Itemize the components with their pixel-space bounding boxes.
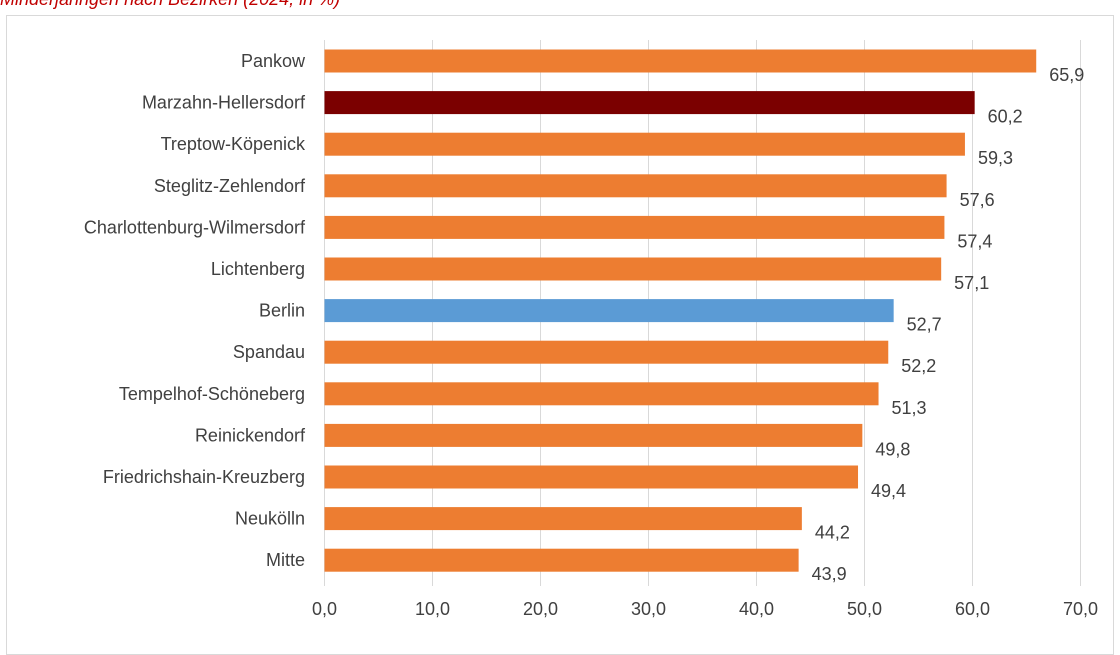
data-label: 51,3 — [892, 398, 927, 418]
category-label: Marzahn-Hellersdorf — [142, 93, 306, 113]
x-tick-label: 20,0 — [523, 599, 558, 619]
x-axis-tick-labels: 0,0 10,0 20,0 30,0 40,0 50,0 60,0 70,0 — [312, 599, 1098, 619]
x-tick-label: 40,0 — [739, 599, 774, 619]
x-tick-label: 0,0 — [312, 599, 337, 619]
bar — [324, 548, 799, 572]
bar — [324, 382, 879, 406]
x-tick-label: 60,0 — [955, 599, 990, 619]
category-label: Charlottenburg-Wilmersdorf — [84, 217, 306, 237]
x-tick-label: 70,0 — [1063, 599, 1098, 619]
category-label: Treptow-Köpenick — [161, 134, 306, 154]
bar-chart: Pankow Marzahn-Hellersdorf Treptow-Köpenic… — [84, 40, 1098, 619]
x-tick-label: 50,0 — [847, 599, 882, 619]
data-label: 52,2 — [901, 356, 936, 376]
category-label: Steglitz-Zehlendorf — [154, 176, 306, 196]
bar — [324, 340, 889, 364]
category-label: Berlin — [259, 301, 305, 321]
bars — [324, 49, 1037, 572]
category-labels: Pankow Marzahn-Hellersdorf Treptow-Köpenic… — [84, 51, 306, 570]
value-labels: 65,9 60,2 59,3 57,6 57,4 57,1 52,7 52,2 51,3 49,8… — [812, 65, 1085, 584]
bar — [324, 465, 859, 489]
bar — [324, 299, 894, 323]
category-label: Mitte — [266, 550, 305, 570]
bar — [324, 215, 945, 239]
category-label: Lichtenberg — [211, 259, 305, 279]
category-label: Neukölln — [235, 509, 305, 529]
x-tick-label: 10,0 — [415, 599, 450, 619]
category-label: Friedrichshain-Kreuzberg — [103, 467, 305, 487]
x-tick-label: 30,0 — [631, 599, 666, 619]
data-label: 59,3 — [978, 148, 1013, 168]
data-label: 44,2 — [815, 523, 850, 543]
bar — [324, 507, 802, 531]
bar — [324, 174, 947, 198]
data-label: 57,4 — [957, 231, 992, 251]
data-label: 57,1 — [954, 273, 989, 293]
category-label: Reinickendorf — [195, 425, 306, 445]
bar — [324, 49, 1037, 73]
data-label: 49,8 — [875, 439, 910, 459]
data-label: 43,9 — [812, 564, 847, 584]
data-label: 52,7 — [907, 315, 942, 335]
bar — [324, 257, 942, 281]
bar — [324, 91, 975, 115]
chart-subtitle: Minderjährigen nach Bezirken (2024, in %… — [0, 0, 340, 10]
data-label: 60,2 — [988, 107, 1023, 127]
category-label: Tempelhof-Schöneberg — [119, 384, 305, 404]
data-label: 49,4 — [871, 481, 906, 501]
category-label: Pankow — [241, 51, 306, 71]
data-label: 57,6 — [960, 190, 995, 210]
bar — [324, 423, 863, 447]
bar — [324, 132, 965, 156]
data-label: 65,9 — [1049, 65, 1084, 85]
category-label: Spandau — [233, 342, 305, 362]
